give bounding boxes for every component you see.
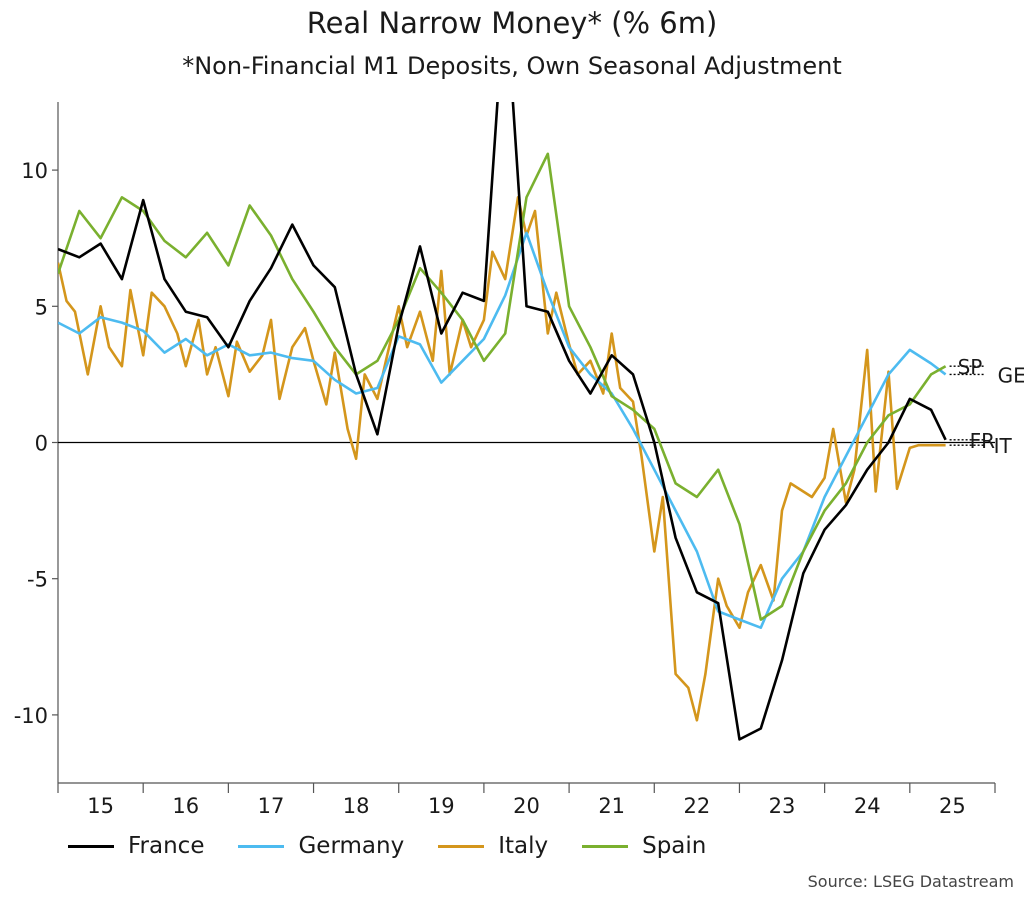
x-tick-label: 22: [683, 794, 710, 818]
legend-item-france: France: [68, 833, 204, 859]
y-tick-label: 0: [35, 432, 48, 456]
legend-label: France: [128, 833, 205, 859]
x-tick-label: 17: [258, 794, 285, 818]
legend-swatch: [438, 844, 485, 848]
series-line-italy: [58, 196, 946, 722]
end-label-it: IT: [994, 434, 1013, 458]
legend-swatch: [582, 844, 629, 848]
x-tick-label: 23: [769, 794, 796, 818]
x-tick-label: 15: [87, 794, 114, 818]
end-label-ge: GE: [998, 363, 1024, 387]
y-tick-label: 5: [35, 295, 48, 319]
chart-legend: France Germany Italy Spain: [68, 833, 740, 859]
legend-swatch: [68, 844, 114, 848]
legend-swatch: [238, 844, 285, 848]
legend-item-germany: Germany: [238, 833, 404, 859]
y-tick-label: 10: [21, 159, 48, 183]
series-line-germany: [58, 231, 947, 630]
x-tick-label: 21: [598, 794, 625, 818]
x-tick-label: 24: [854, 794, 881, 818]
series-line-spain: [58, 152, 947, 621]
x-tick-label: 18: [343, 794, 370, 818]
y-tick-label: -10: [14, 704, 48, 728]
x-tick-label: 16: [172, 794, 199, 818]
x-tick-label: 20: [513, 794, 540, 818]
end-label-fr: FR: [970, 429, 996, 453]
chart-title: Real Narrow Money* (% 6m): [306, 6, 718, 40]
legend-label: Italy: [498, 833, 549, 859]
x-tick-label: 19: [428, 794, 455, 818]
legend-label: Germany: [298, 833, 405, 859]
x-tick-label: 25: [939, 794, 966, 818]
source-note: Source: LSEG Datastream: [807, 872, 1014, 891]
end-label-sp: SP: [958, 355, 983, 379]
legend-item-italy: Italy: [438, 833, 548, 859]
series-line-france: [58, 102, 947, 741]
legend-item-spain: Spain: [582, 833, 706, 859]
legend-label: Spain: [642, 833, 707, 859]
chart-subtitle: *Non-Financial M1 Deposits, Own Seasonal…: [182, 52, 842, 80]
y-tick-label: -5: [27, 568, 48, 592]
